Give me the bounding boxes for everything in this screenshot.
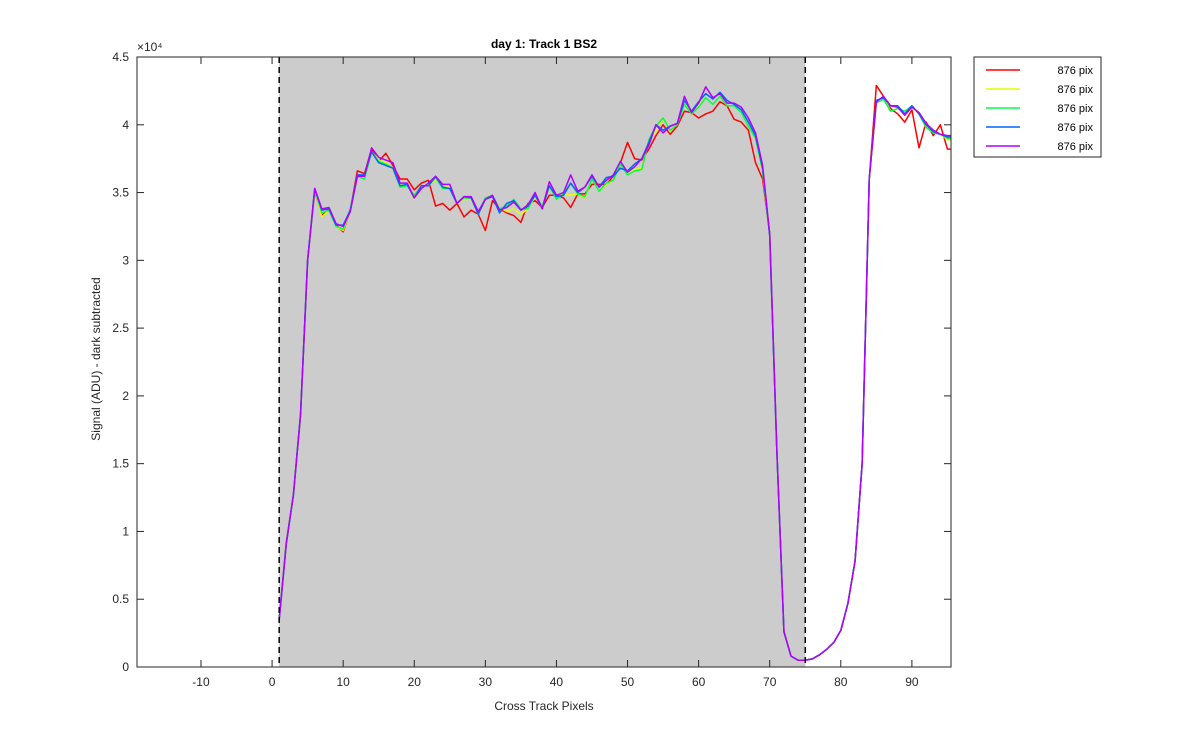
x-tick-label: 40 xyxy=(550,675,564,689)
y-tick-label: 2 xyxy=(122,389,129,403)
shaded-region xyxy=(279,57,806,667)
series-group xyxy=(278,84,951,661)
y-tick-labels: 0 0.5 1 1.5 2 2.5 3 3.5 4 4.5 xyxy=(112,50,129,674)
legend-entry: 876 pix xyxy=(1058,65,1094,77)
x-tick-label: 20 xyxy=(408,675,422,689)
x-tick-label: 10 xyxy=(336,675,350,689)
y-tick-label: 4.5 xyxy=(112,50,129,64)
x-axis-label: Cross Track Pixels xyxy=(494,699,593,713)
plot-area xyxy=(278,57,951,667)
legend-entry: 876 pix xyxy=(1058,141,1094,153)
y-tick-label: 3.5 xyxy=(112,186,129,200)
ticks xyxy=(137,56,951,668)
x-tick-label: 30 xyxy=(479,675,493,689)
x-tick-label: 90 xyxy=(905,675,919,689)
x-tick-label: 80 xyxy=(834,675,848,689)
y-tick-label: 4 xyxy=(122,118,129,132)
vertical-lines xyxy=(278,57,807,667)
series-line-5 xyxy=(278,86,951,661)
x-tick-label: 50 xyxy=(621,675,635,689)
chart-title: day 1: Track 1 BS2 xyxy=(491,37,597,51)
y-tick-label: 1 xyxy=(122,524,129,538)
y-tick-label: 1.5 xyxy=(112,457,129,471)
y-tick-label: 0 xyxy=(122,660,129,674)
y-tick-label: 2.5 xyxy=(112,321,129,335)
y-exponent-label: ×10⁴ xyxy=(137,40,163,54)
y-tick-label: 3 xyxy=(122,253,129,267)
legend-entry: 876 pix xyxy=(1058,84,1094,96)
legend-box xyxy=(973,56,1102,158)
y-axis-label: Signal (ADU) - dark subtracted xyxy=(89,277,103,440)
axes-box xyxy=(136,56,952,668)
x-tick-label: 60 xyxy=(692,675,706,689)
legend-entry: 876 pix xyxy=(1058,103,1094,115)
y-tick-label: 0.5 xyxy=(112,592,129,606)
legend: 876 pix 876 pix 876 pix 876 pix 876 pix xyxy=(973,56,1102,158)
x-tick-labels: -10 0 10 20 30 40 50 60 70 80 90 xyxy=(192,675,919,689)
x-tick-label: -10 xyxy=(192,675,210,689)
legend-entry: 876 pix xyxy=(1058,122,1094,134)
x-tick-label: 0 xyxy=(269,675,276,689)
x-tick-label: 70 xyxy=(763,675,777,689)
